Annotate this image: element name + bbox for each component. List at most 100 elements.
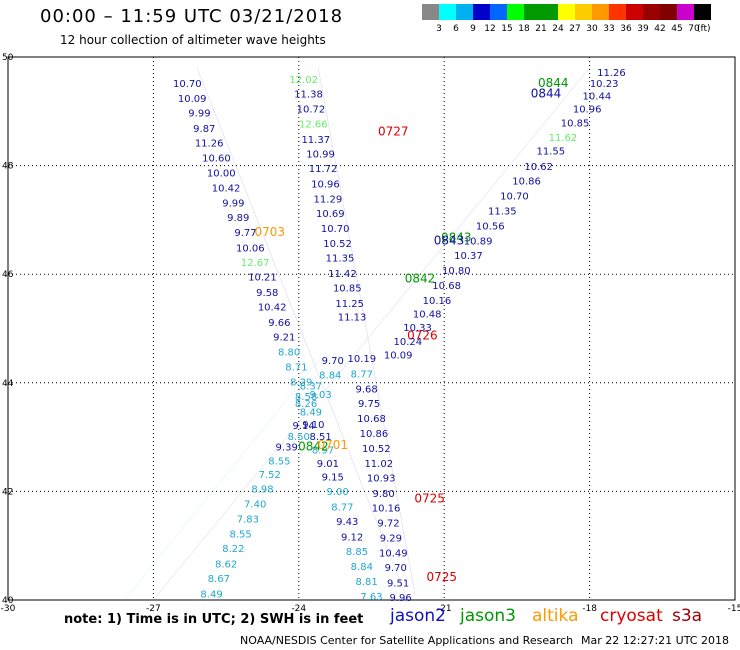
- wave-height-label: 9.66: [268, 318, 290, 329]
- pass-time-label: 0703: [254, 225, 285, 239]
- scale-swatch: [609, 4, 626, 20]
- wave-height-label: 11.02: [364, 459, 393, 470]
- satellite-track: [317, 67, 416, 595]
- wave-height-label: 8.37: [300, 381, 322, 392]
- wave-height-label: 8.97: [312, 445, 334, 456]
- wave-height-label: 12.66: [299, 120, 328, 131]
- y-tick-label: 48: [2, 162, 14, 172]
- wave-height-label: 8.26: [295, 399, 317, 410]
- wave-height-label: 10.09: [178, 94, 207, 105]
- scale-swatch: [558, 4, 575, 20]
- scale-label: 30: [586, 24, 598, 34]
- wave-height-label: 8.80: [278, 348, 300, 359]
- wave-height-label: 10.48: [413, 310, 442, 321]
- wave-height-label: 11.26: [195, 139, 224, 150]
- satellite-track: [153, 67, 590, 601]
- wave-height-label: 10.06: [236, 243, 265, 254]
- scale-label: 3: [436, 24, 442, 34]
- scale-label: 33: [603, 24, 615, 34]
- wave-height-label: 8.77: [351, 369, 373, 380]
- wave-height-label: 9.77: [234, 228, 256, 239]
- wave-height-label: 10.23: [590, 79, 619, 90]
- scale-label: 9: [470, 24, 476, 34]
- wave-height-label: 9.70: [322, 356, 344, 367]
- wave-height-label: 11.35: [488, 206, 517, 217]
- wave-height-label: 10.70: [500, 191, 529, 202]
- wave-height-label: 8.81: [356, 577, 378, 588]
- wave-height-label: 9.96: [389, 593, 411, 604]
- pass-time-label: 0726: [407, 328, 438, 342]
- x-tick-label: -24: [291, 604, 306, 614]
- map-frame: [7, 56, 736, 601]
- wave-height-label: 10.52: [362, 444, 391, 455]
- wave-height-label: 8.49: [200, 589, 222, 600]
- wave-height-label: 8.55: [268, 456, 290, 467]
- wave-height-label: 8.58: [295, 392, 317, 403]
- wave-height-label: 12.02: [289, 75, 318, 86]
- wave-height-label: 9.12: [341, 532, 363, 543]
- wave-height-label: 11.13: [338, 312, 367, 323]
- wave-height-label: 9.99: [188, 109, 210, 120]
- wave-height-label: 8.84: [351, 562, 373, 573]
- wave-height-label: 10.80: [442, 266, 471, 277]
- pass-time-label: 0725: [427, 570, 458, 584]
- y-tick-label: 50: [2, 53, 14, 63]
- wave-height-label: 11.29: [314, 195, 343, 206]
- generation-timestamp: Mar 22 12:27:21 UTC 2018: [581, 634, 729, 647]
- wave-height-label: 11.62: [549, 133, 578, 144]
- wave-height-label: 10.16: [423, 296, 452, 307]
- wave-height-label: 10.37: [454, 251, 483, 262]
- wave-height-label: 10.42: [212, 184, 241, 195]
- wave-height-label: 8.51: [309, 432, 331, 443]
- wave-height-label: 10.33: [403, 323, 432, 334]
- wave-height-label: 8.50: [288, 432, 310, 443]
- wave-height-label: 9.15: [322, 473, 344, 484]
- scale-label: 24: [552, 24, 564, 34]
- wave-height-label: 8.49: [300, 407, 322, 418]
- wave-height-label: 11.26: [597, 68, 626, 79]
- wave-height-label: 10.42: [258, 303, 287, 314]
- scale-swatch: [592, 4, 609, 20]
- wave-height-label: 11.38: [294, 90, 323, 101]
- legend-item-cryosat: cryosat: [600, 606, 663, 626]
- wave-height-label: 9.03: [309, 390, 331, 401]
- scale-swatch: [490, 4, 507, 20]
- wave-height-label: 10.16: [372, 503, 401, 514]
- x-tick-label: -15: [728, 604, 740, 614]
- wave-height-label: 9.70: [385, 563, 407, 574]
- wave-height-label: 8.29: [290, 378, 312, 389]
- wave-height-label: 9.21: [273, 332, 295, 343]
- wave-height-label: 10.56: [476, 222, 505, 233]
- pass-time-label: 0842: [405, 271, 436, 285]
- scale-swatch: [694, 4, 711, 20]
- wave-height-label: 10.00: [207, 168, 236, 179]
- wave-height-label: 8.55: [230, 530, 252, 541]
- scale-label: 6: [453, 24, 459, 34]
- wave-height-label: 10.70: [321, 224, 350, 235]
- wave-height-label: 9.43: [336, 517, 358, 528]
- wave-height-label: 9.75: [358, 399, 380, 410]
- wave-height-label: 10.24: [394, 337, 423, 348]
- wave-height-label: 7.40: [244, 500, 266, 511]
- wave-height-label: 7.83: [237, 514, 259, 525]
- scale-swatch: [541, 4, 558, 20]
- credit-line: NOAA/NESDIS Center for Satellite Applica…: [240, 634, 574, 647]
- wave-height-label: 11.72: [309, 164, 338, 175]
- legend-item-jason2: jason2: [390, 606, 446, 626]
- wave-height-label: 10.44: [583, 91, 612, 102]
- wave-height-label: 9.14: [293, 421, 315, 432]
- wave-height-label: 10.89: [464, 236, 493, 247]
- scale-swatch: [524, 4, 541, 20]
- wave-height-label: 10.21: [248, 273, 277, 284]
- scale-label: 12: [484, 24, 496, 34]
- scale-swatch: [507, 4, 524, 20]
- wave-height-label: 11.25: [335, 299, 364, 310]
- y-tick-label: 40: [2, 596, 14, 606]
- wave-height-label: 11.55: [537, 147, 566, 158]
- wave-height-label: 9.39: [276, 443, 298, 454]
- pass-time-label: 0725: [414, 491, 445, 505]
- wave-height-label: 8.77: [331, 502, 353, 513]
- wave-height-label: 9.01: [317, 459, 339, 470]
- legend-item-jason3: jason3: [460, 606, 516, 626]
